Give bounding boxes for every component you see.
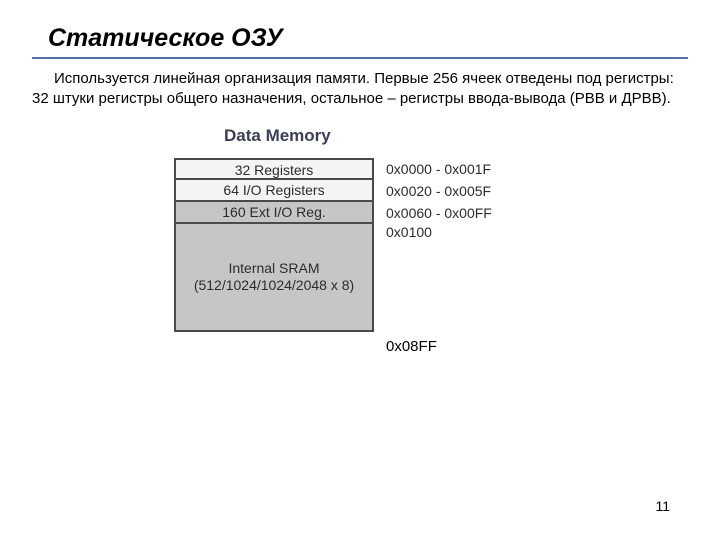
body-paragraph: Используется линейная организация памяти…	[32, 69, 688, 108]
memory-diagram: Data Memory 32 Registers 0x0000 - 0x001F…	[130, 126, 590, 355]
sram-addr-col: 0x0100	[374, 224, 432, 332]
sram-line1: Internal SRAM	[176, 260, 372, 278]
mem-row: 64 I/O Registers 0x0020 - 0x005F	[130, 180, 590, 202]
mem-row: 32 Registers 0x0000 - 0x001F	[130, 158, 590, 180]
bottom-addr: 0x08FF	[386, 338, 590, 355]
page-number: 11	[655, 498, 670, 514]
mem-row: 160 Ext I/O Reg. 0x0060 - 0x00FF	[130, 202, 590, 224]
mem-addr: 0x0060 - 0x00FF	[374, 205, 492, 221]
sram-addr-top: 0x0100	[386, 224, 432, 240]
mem-box-ext-io: 160 Ext I/O Reg.	[174, 202, 374, 224]
mem-row: Internal SRAM (512/1024/1024/2048 x 8) 0…	[130, 224, 590, 332]
mem-box-sram: Internal SRAM (512/1024/1024/2048 x 8)	[174, 224, 374, 332]
mem-box-registers: 32 Registers	[174, 158, 374, 180]
mem-addr: 0x0000 - 0x001F	[374, 161, 491, 177]
diagram-heading: Data Memory	[224, 126, 590, 146]
sram-line2: (512/1024/1024/2048 x 8)	[176, 277, 372, 295]
mem-box-io: 64 I/O Registers	[174, 180, 374, 202]
title-rule	[32, 57, 688, 59]
mem-addr: 0x0020 - 0x005F	[374, 183, 491, 199]
page-title: Статическое ОЗУ	[48, 24, 688, 53]
